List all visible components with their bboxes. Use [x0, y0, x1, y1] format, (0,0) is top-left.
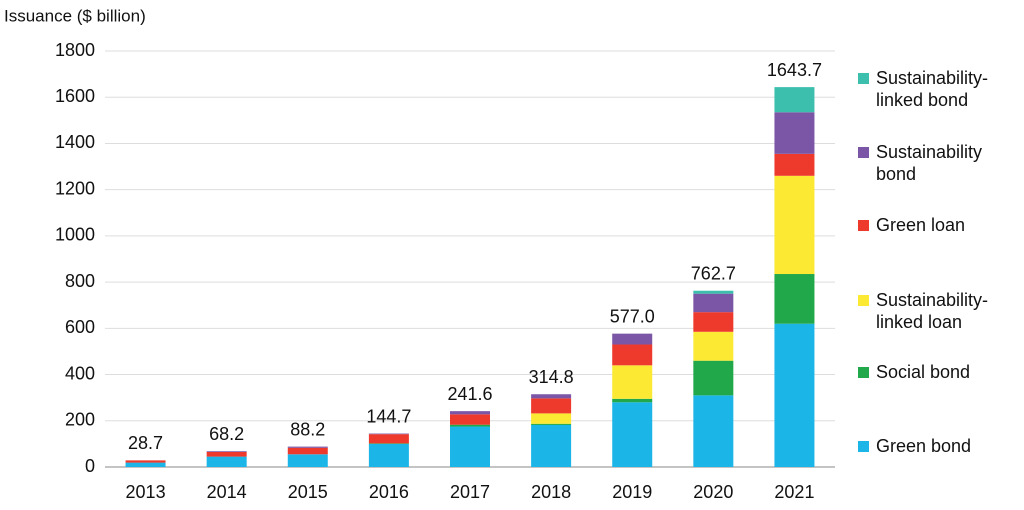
bar-segment: [693, 331, 734, 361]
y-tick-label: 0: [85, 456, 95, 476]
bar-segment: [612, 333, 653, 345]
y-tick-label: 1800: [55, 40, 95, 60]
bar-segment: [287, 447, 328, 455]
bar-segment: [125, 462, 166, 467]
total-label: 241.6: [447, 384, 492, 404]
bar-segment: [612, 344, 653, 366]
bar-segment: [612, 402, 653, 467]
bar-segment: [774, 274, 815, 324]
total-label: 68.2: [209, 424, 244, 444]
bar-segment: [450, 414, 490, 425]
y-tick-label: 1400: [55, 132, 95, 152]
bar-segment: [693, 360, 734, 396]
bar-segment: [774, 153, 815, 176]
legend-swatch: [858, 73, 869, 84]
bar-segment: [612, 398, 653, 403]
legend-entry: Green bond: [858, 435, 1008, 457]
bar-segment: [693, 312, 734, 332]
x-tick-label: 2016: [369, 482, 409, 502]
legend-label: Green loan: [876, 215, 966, 235]
y-tick-label: 1600: [55, 86, 95, 106]
bar-segment: [774, 87, 815, 113]
bar-segment: [612, 365, 653, 399]
bar-segment: [450, 426, 490, 467]
bar-segment: [774, 112, 815, 154]
bar-segment: [368, 443, 409, 467]
y-tick-label: 800: [65, 271, 95, 291]
bar-segment: [531, 394, 572, 399]
bar-segment: [693, 290, 734, 294]
x-tick-label: 2017: [450, 482, 490, 502]
legend-entry: Sustainability bond: [858, 141, 1008, 185]
bar-segment: [368, 434, 409, 444]
legend-swatch: [858, 220, 869, 231]
x-tick-label: 2020: [693, 482, 733, 502]
bar-segment: [206, 451, 247, 452]
bar-segment: [125, 460, 166, 463]
x-tick-label: 2015: [288, 482, 328, 502]
total-label: 1643.7: [767, 60, 822, 80]
legend-label: Green bond: [876, 436, 972, 456]
legend-entry: Sustainability-linked bond: [858, 67, 1008, 111]
x-tick-label: 2013: [126, 482, 166, 502]
bar-segment: [693, 395, 734, 467]
x-tick-label: 2021: [774, 482, 814, 502]
legend-swatch: [858, 147, 869, 158]
total-label: 314.8: [529, 367, 574, 387]
bar-segment: [206, 451, 247, 457]
y-tick-label: 200: [65, 410, 95, 430]
y-axis-label: Issuance ($ billion): [4, 6, 146, 25]
bar-segment: [774, 175, 815, 275]
legend-swatch: [858, 295, 869, 306]
bar-segment: [368, 433, 409, 435]
total-label: 762.7: [691, 263, 736, 283]
bar-segment: [206, 456, 247, 467]
legend-entry: Social bond: [858, 361, 1008, 383]
legend-label: Sustainability-linked loan: [876, 290, 989, 332]
bar-segment: [531, 423, 572, 425]
bar-segment: [287, 446, 328, 448]
total-label: 28.7: [128, 433, 163, 453]
total-label: 144.7: [366, 406, 411, 426]
y-tick-label: 400: [65, 363, 95, 383]
bar-segment: [531, 424, 572, 467]
total-label: 88.2: [290, 419, 325, 439]
bar-segment: [531, 413, 572, 424]
y-tick-label: 1000: [55, 225, 95, 245]
bar-segment: [693, 293, 734, 313]
bar-segment: [531, 398, 572, 414]
x-tick-label: 2019: [612, 482, 652, 502]
legend-label: Sustainability-linked bond: [876, 68, 989, 110]
bar-segment: [774, 323, 815, 467]
x-tick-label: 2018: [531, 482, 571, 502]
bar-segment: [450, 424, 490, 427]
legend-swatch: [858, 441, 869, 452]
x-tick-label: 2014: [207, 482, 247, 502]
legend-entry: Sustainability-linked loan: [858, 289, 1008, 333]
total-label: 577.0: [610, 306, 655, 326]
y-tick-label: 1200: [55, 178, 95, 198]
legend-swatch: [858, 367, 869, 378]
legend-entry: Green loan: [858, 214, 1008, 236]
y-tick-label: 600: [65, 317, 95, 337]
bar-segment: [450, 411, 490, 415]
legend-label: Sustainability bond: [876, 142, 983, 184]
legend-label: Social bond: [876, 362, 971, 382]
bar-segment: [287, 454, 328, 467]
